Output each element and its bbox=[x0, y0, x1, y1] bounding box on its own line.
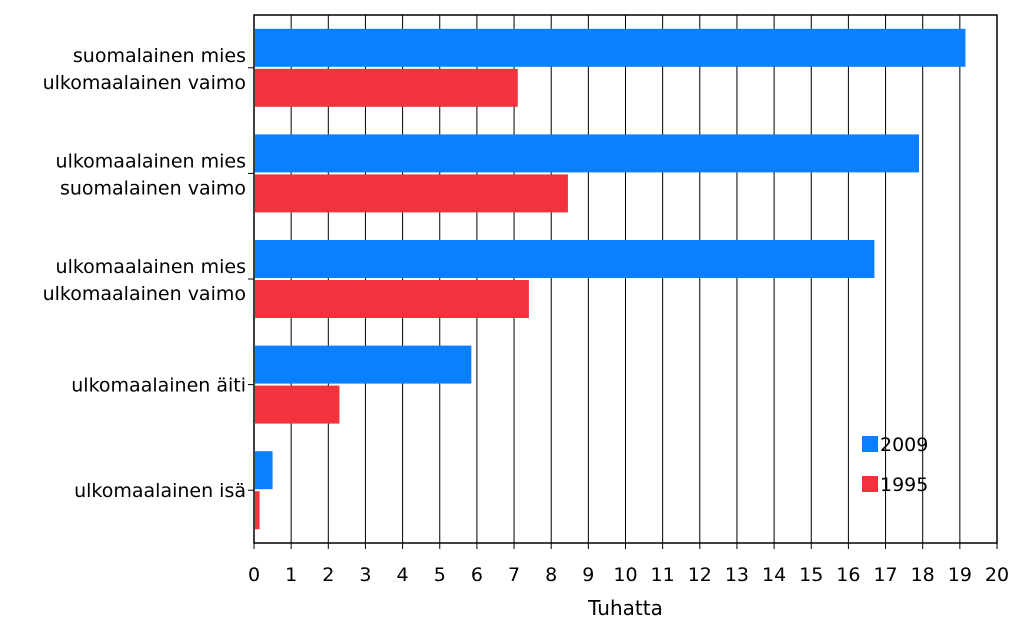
legend-swatch bbox=[862, 476, 878, 492]
x-tick-label: 19 bbox=[948, 564, 972, 586]
legend-swatch bbox=[862, 436, 878, 452]
x-tick-label: 8 bbox=[545, 564, 557, 586]
category-label: ulkomaalainen mies bbox=[56, 256, 246, 278]
x-tick-label: 1 bbox=[285, 564, 297, 586]
category-label: suomalainen mies bbox=[73, 45, 246, 67]
bar-1995 bbox=[255, 491, 260, 530]
legend: 2009 1995 bbox=[862, 434, 928, 496]
x-tick-labels: 0 1 2 3 4 5 6 7 8 9 10 11 12 13 14 15 16 17 18 19 20 bbox=[248, 564, 1009, 586]
x-tick-label: 16 bbox=[836, 564, 860, 586]
x-tick-label: 4 bbox=[397, 564, 409, 586]
x-axis-title: Tuhatta bbox=[587, 596, 663, 620]
bars bbox=[255, 28, 966, 530]
bar-2009 bbox=[255, 134, 919, 173]
x-tick-label: 17 bbox=[873, 564, 897, 586]
category-label: ulkomaalainen vaimo bbox=[43, 283, 246, 305]
x-tick-label: 18 bbox=[911, 564, 935, 586]
category-label: ulkomaalainen äiti bbox=[71, 375, 246, 397]
x-tick-label: 7 bbox=[508, 564, 520, 586]
x-tick-label: 10 bbox=[613, 564, 637, 586]
x-tick-label: 20 bbox=[985, 564, 1009, 586]
category-label: suomalainen vaimo bbox=[60, 177, 246, 199]
x-tick-label: 0 bbox=[248, 564, 260, 586]
category-label: ulkomaalainen mies bbox=[56, 150, 246, 172]
legend-label: 1995 bbox=[880, 474, 928, 496]
x-tick-label: 6 bbox=[471, 564, 483, 586]
x-tick-label: 5 bbox=[434, 564, 446, 586]
x-tick-label: 15 bbox=[799, 564, 823, 586]
x-tick-label: 2 bbox=[322, 564, 334, 586]
bar-1995 bbox=[255, 174, 568, 213]
bar-2009 bbox=[255, 345, 472, 384]
bar-1995 bbox=[255, 280, 529, 318]
bar-1995 bbox=[255, 68, 518, 107]
bar-2009 bbox=[255, 451, 273, 490]
x-tick-label: 14 bbox=[762, 564, 786, 586]
category-label: ulkomaalainen vaimo bbox=[43, 72, 246, 94]
category-labels: suomalainen mies ulkomaalainen vaimo ulkom… bbox=[43, 45, 246, 502]
x-tick-label: 13 bbox=[725, 564, 749, 586]
bar-2009 bbox=[255, 240, 875, 278]
legend-label: 2009 bbox=[880, 434, 928, 456]
category-ticks bbox=[248, 67, 254, 491]
x-tick-label: 12 bbox=[688, 564, 712, 586]
x-tick-label: 9 bbox=[582, 564, 594, 586]
x-tick-label: 3 bbox=[359, 564, 371, 586]
x-tick-label: 11 bbox=[651, 564, 675, 586]
bar-1995 bbox=[255, 385, 340, 424]
category-label: ulkomaalainen isä bbox=[74, 480, 246, 502]
bar-2009 bbox=[255, 28, 966, 67]
